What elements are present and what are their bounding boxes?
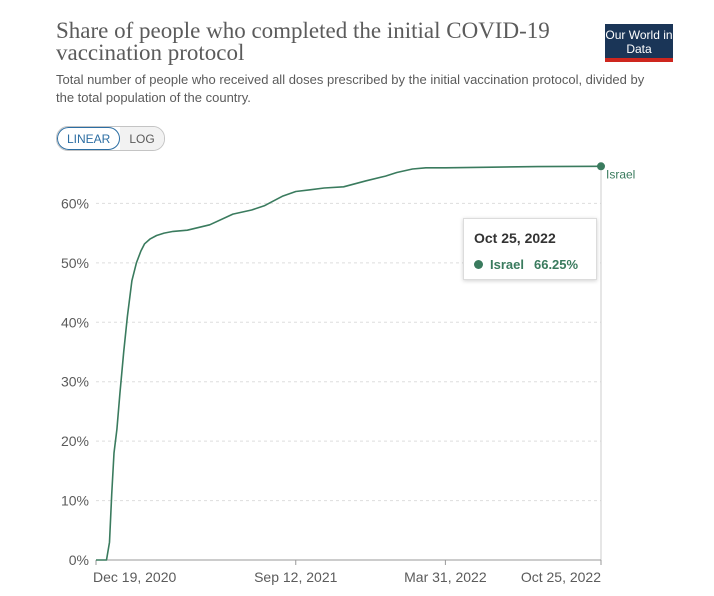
grid-layer: [96, 164, 602, 560]
linear-scale-button[interactable]: LINEAR: [57, 127, 121, 150]
x-tick-label: Oct 25, 2022: [521, 569, 601, 585]
chart-title: Share of people who completed the initia…: [56, 18, 550, 65]
tooltip-date: Oct 25, 2022: [474, 230, 556, 246]
x-tick-label: Sep 12, 2021: [254, 569, 338, 585]
tooltip-value: 66.25%: [533, 257, 579, 272]
tooltip-row: Israel 66.25%: [474, 257, 586, 272]
scale-toggle: LINEAR LOG: [56, 126, 165, 151]
y-tick-label: 20%: [61, 433, 89, 449]
tooltip-series-name: Israel: [490, 257, 524, 272]
y-tick-label: 0%: [69, 552, 89, 568]
tooltip: Oct 25, 2022 Israel 66.25%: [463, 218, 597, 280]
log-scale-button[interactable]: LOG: [120, 127, 164, 150]
y-axis: 0% 10% 20% 30% 40% 50% 60%: [61, 195, 89, 568]
x-tick-label: Dec 19, 2020: [93, 569, 176, 585]
series-line-israel: [96, 165, 602, 561]
y-tick-label: 50%: [61, 255, 89, 271]
y-tick-label: 10%: [61, 493, 89, 509]
owid-logo[interactable]: Our World in Data: [605, 24, 673, 62]
chart-subtitle: Total number of people who received all …: [56, 72, 645, 105]
x-tick-label: Mar 31, 2022: [404, 569, 487, 585]
x-axis: Dec 19, 2020 Sep 12, 2021 Mar 31, 2022 Oct …: [93, 559, 602, 585]
series-layer: Israel: [96, 162, 635, 561]
y-tick-label: 40%: [61, 314, 89, 330]
y-tick-label: 60%: [61, 195, 89, 211]
series-label: Israel: [606, 167, 635, 181]
y-tick-label: 30%: [61, 374, 89, 390]
series-color-dot: [474, 260, 483, 269]
series-end-point: [597, 162, 605, 171]
